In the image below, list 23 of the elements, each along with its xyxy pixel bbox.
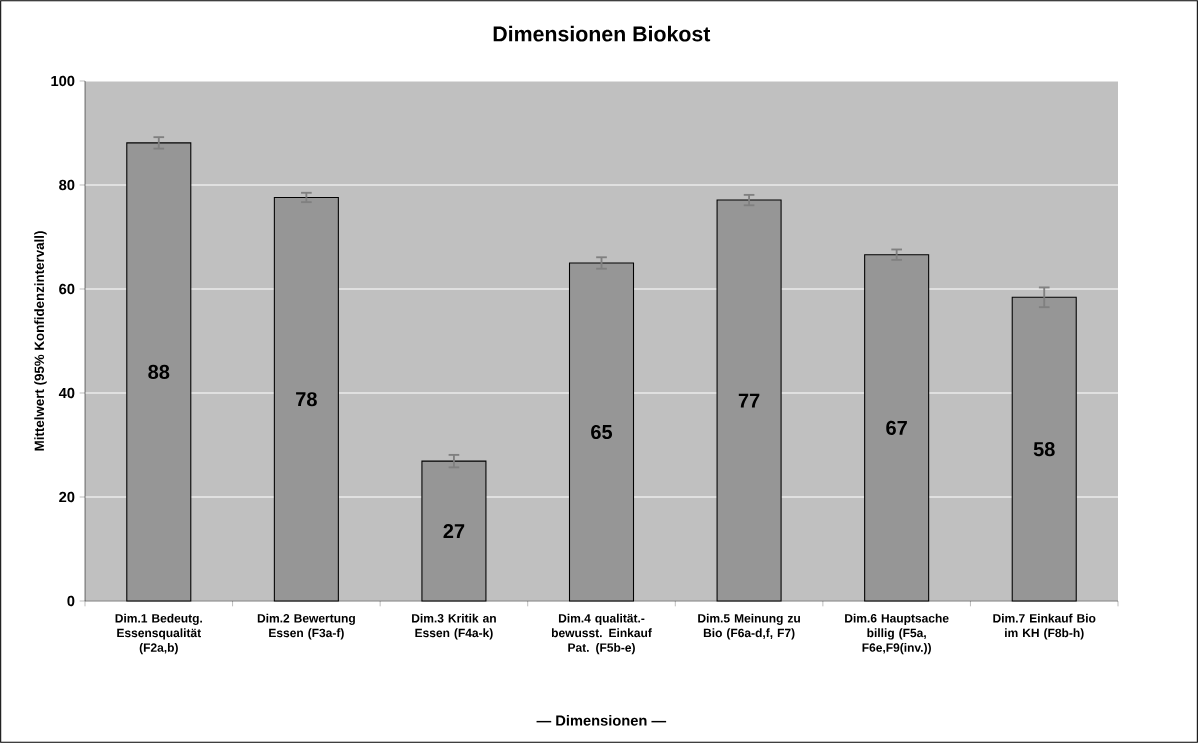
y-tick-label: 40 xyxy=(58,387,75,399)
x-tick-label: Dim.7 Einkauf Bio im KH (F8b-h) xyxy=(993,613,1096,640)
y-tick-label: 80 xyxy=(59,179,75,191)
data-label: 65 xyxy=(591,424,613,440)
x-axis-title: — Dimensionen — xyxy=(536,714,667,726)
x-tick-label: Dim.5 Meinung zu Bio (F6a-d,f, F7) xyxy=(698,613,800,640)
x-tick-label: Dim.2 Bewertung Essen (F3a-f) xyxy=(257,613,355,640)
x-tick-label: Dim.4 qualität.-bewusst. Einkauf Pat. (F5b-e) xyxy=(551,613,652,655)
y-axis-title: Mittelwert (95% Konfidenzintervall) xyxy=(34,231,47,451)
data-label: 27 xyxy=(443,524,465,539)
y-tick-label: 0 xyxy=(67,595,75,607)
y-tick-label: 60 xyxy=(59,283,75,295)
data-label: 58 xyxy=(1033,442,1055,457)
x-tick-label: Dim.3 Kritik an Essen (F4a-k) xyxy=(412,613,496,640)
data-label: 67 xyxy=(886,420,907,435)
chart-title: Dimensionen Biokost xyxy=(493,25,711,42)
y-tick-label: 20 xyxy=(59,491,75,503)
data-label: 78 xyxy=(296,392,317,407)
x-tick-label: Dim.6 Hauptsache billig (F5a, F6e,F9(inv.)) xyxy=(845,613,949,655)
data-label: 77 xyxy=(738,393,760,408)
y-tick-label: 100 xyxy=(51,75,75,87)
data-label: 88 xyxy=(148,364,170,380)
x-tick-label: Dim.1 Bedeutg. Essensqualität (F2a,b) xyxy=(115,613,202,655)
